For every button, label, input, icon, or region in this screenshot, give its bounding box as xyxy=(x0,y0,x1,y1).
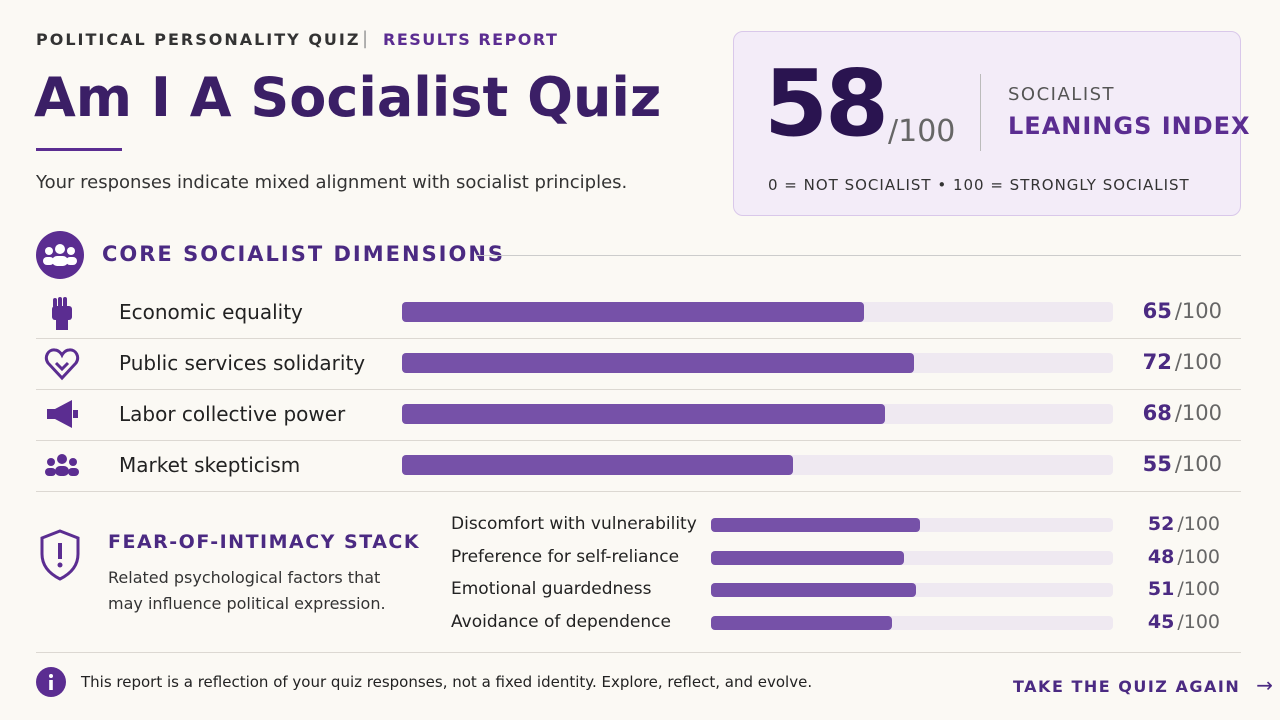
row-label: Economic equality xyxy=(119,299,303,324)
score: 55/100 xyxy=(1143,452,1222,476)
score: 51/100 xyxy=(1148,578,1220,600)
kicker: POLITICAL PERSONALITY QUIZ xyxy=(36,30,361,49)
score-scale: /100 xyxy=(1177,513,1220,536)
divider: | xyxy=(362,28,369,49)
bar xyxy=(711,583,917,597)
bar xyxy=(711,550,904,565)
row-icon xyxy=(52,297,72,330)
row-label: Avoidance of dependence xyxy=(451,611,671,632)
bar xyxy=(711,518,921,532)
row-icon xyxy=(45,454,79,476)
row-separator xyxy=(36,439,1241,441)
section-rule xyxy=(476,255,1241,256)
section-label: RESULTS REPORT xyxy=(383,30,559,49)
score-value: 65 xyxy=(1142,298,1172,323)
score-scale: /100 xyxy=(888,114,956,149)
section-icon xyxy=(36,231,84,279)
score: 65/100 xyxy=(1143,299,1222,323)
row-icon xyxy=(44,348,80,381)
row-separator xyxy=(36,337,1241,339)
row-label: Preference for self-reliance xyxy=(451,546,680,567)
divider xyxy=(980,74,981,151)
underline xyxy=(36,148,122,151)
section-title: CORE SOCIALIST DIMENSIONS xyxy=(102,242,506,266)
score: 52/100 xyxy=(1148,513,1220,535)
score: 48/100 xyxy=(1148,546,1220,568)
footer-note: This report is a reflection of your quiz… xyxy=(81,673,813,691)
shield-icon xyxy=(40,529,80,581)
row-label: Emotional guardedness xyxy=(451,579,652,600)
bar-track xyxy=(711,550,1113,565)
subtitle: Your responses indicate mixed alignment … xyxy=(36,172,628,193)
bar xyxy=(402,404,886,424)
row-separator xyxy=(36,490,1241,492)
score-value: 68 xyxy=(1142,400,1172,425)
title: Am I A Socialist Quiz xyxy=(34,66,662,129)
score-scale: /100 xyxy=(1174,451,1222,476)
bar-track xyxy=(402,302,1113,322)
index-label: SOCIALIST xyxy=(1008,84,1116,105)
score-scale: /100 xyxy=(1177,545,1220,568)
score-value: 52 xyxy=(1147,513,1175,536)
row-label: Labor collective power xyxy=(119,401,346,426)
bar xyxy=(711,615,892,630)
bar-track xyxy=(402,404,1113,424)
bar-track xyxy=(711,518,1113,532)
retake-button[interactable]: TAKE THE QUIZ AGAIN → xyxy=(1013,673,1274,697)
bar-track xyxy=(711,583,1113,597)
stack-title: FEAR-OF-INTIMACY STACK xyxy=(108,531,421,553)
row-separator xyxy=(36,388,1241,390)
bar xyxy=(402,455,794,475)
scale-legend: 0 = NOT SOCIALIST • 100 = STRONGLY SOCIA… xyxy=(768,176,1190,194)
score: 68/100 xyxy=(1143,401,1222,425)
score-scale: /100 xyxy=(1177,578,1220,601)
row-icon xyxy=(47,400,78,428)
score-value: 48 xyxy=(1147,545,1175,568)
score-value: 72 xyxy=(1142,349,1172,374)
index-title: LEANINGS INDEX xyxy=(1008,112,1251,140)
info-icon xyxy=(36,667,66,697)
stack-description: Related psychological factors that may i… xyxy=(108,568,386,613)
score: 72/100 xyxy=(1143,350,1222,374)
score-scale: /100 xyxy=(1174,298,1222,323)
score: 58 xyxy=(764,50,889,157)
score-card: 58 /100 SOCIALIST LEANINGS INDEX 0 = NOT… xyxy=(733,31,1250,216)
row-label: Market skepticism xyxy=(119,452,301,477)
score-scale: /100 xyxy=(1174,400,1222,425)
bar xyxy=(402,302,865,322)
score-value: 55 xyxy=(1142,451,1172,476)
bar xyxy=(402,353,914,373)
score-scale: /100 xyxy=(1174,349,1222,374)
arrow[interactable]: → xyxy=(1256,673,1275,697)
retake-label[interactable]: TAKE THE QUIZ AGAIN xyxy=(1013,677,1241,696)
score-value: 51 xyxy=(1147,578,1175,601)
bar-track xyxy=(402,353,1113,373)
score-scale: /100 xyxy=(1177,610,1220,633)
bar-track xyxy=(402,455,1113,475)
footer-rule xyxy=(36,652,1241,653)
score: 45/100 xyxy=(1148,611,1220,633)
score-value: 45 xyxy=(1147,610,1175,633)
bar-track xyxy=(711,615,1113,630)
row-label: Public services solidarity xyxy=(119,350,366,375)
row-label: Discomfort with vulnerability xyxy=(451,514,697,535)
